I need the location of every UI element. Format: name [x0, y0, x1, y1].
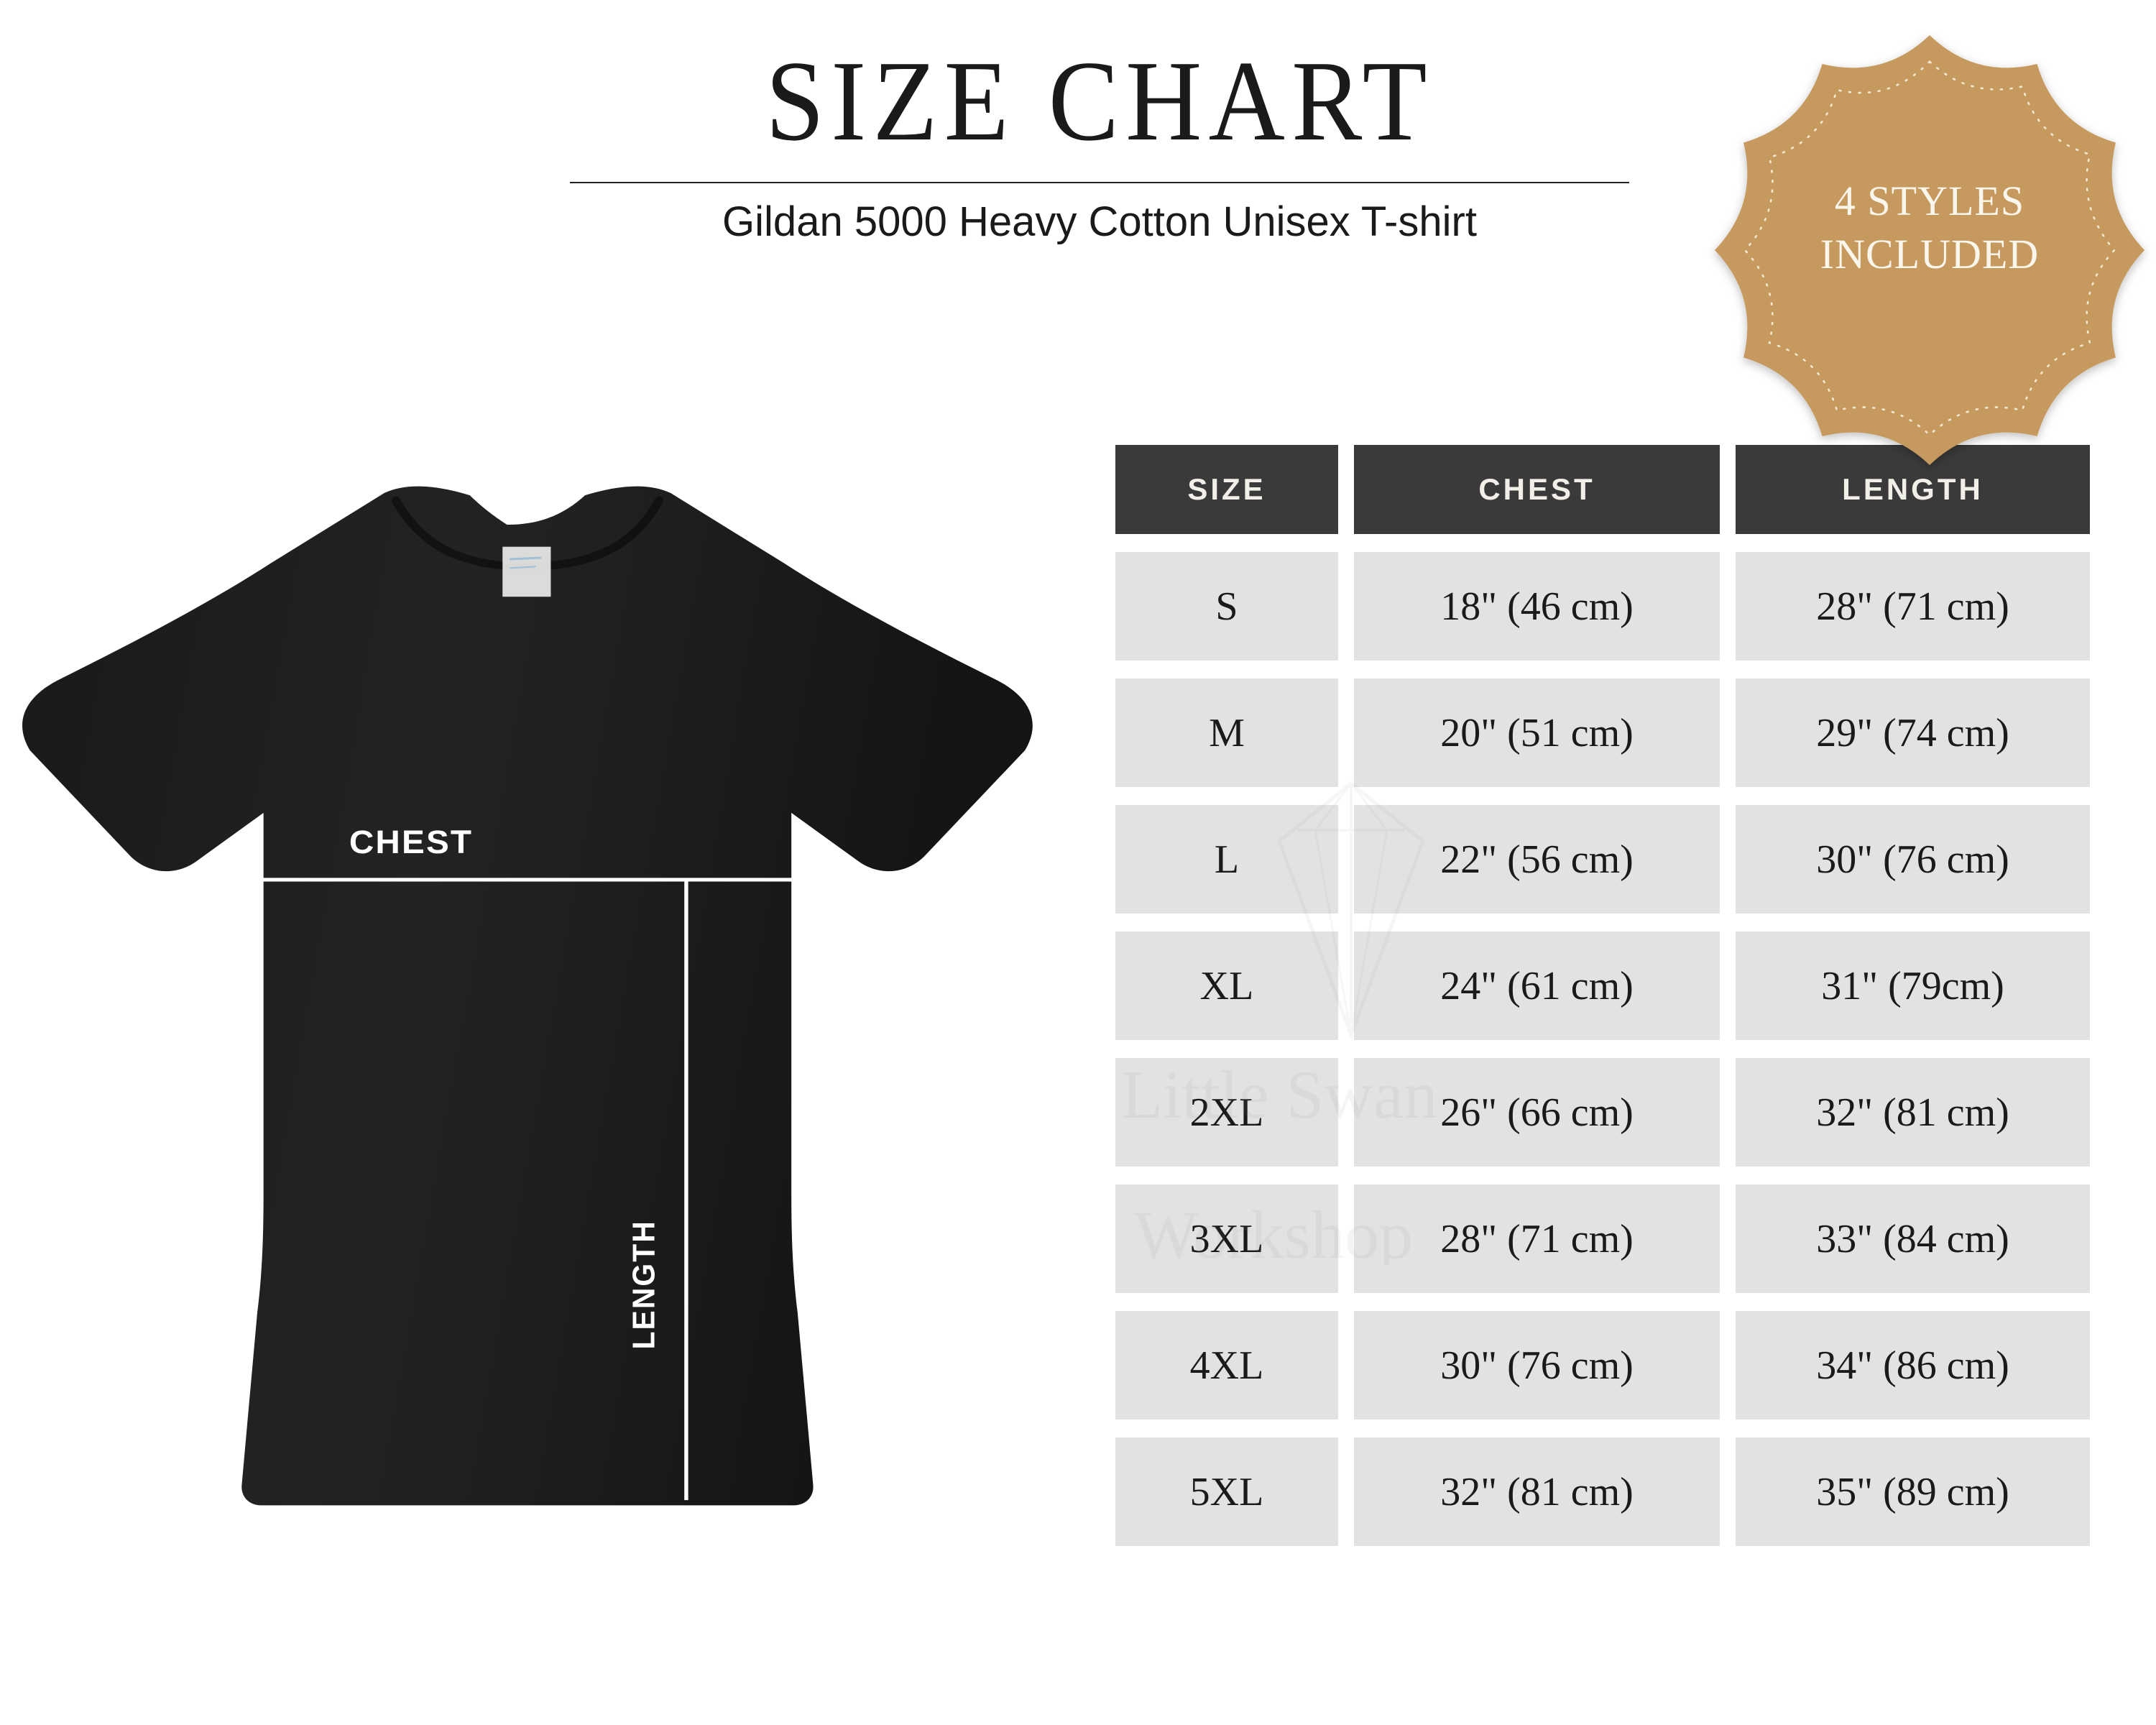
svg-text:LENGTH: LENGTH [626, 1220, 660, 1349]
svg-text:CHEST: CHEST [349, 824, 473, 860]
